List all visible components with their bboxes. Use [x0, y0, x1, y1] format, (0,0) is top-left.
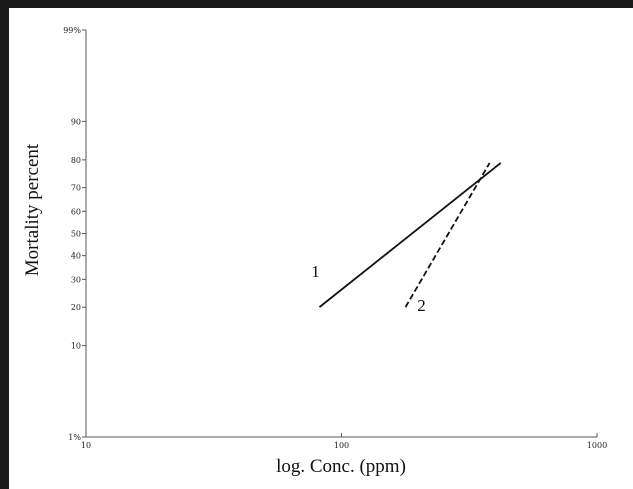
x-axis-title: log. Conc. (ppm) [276, 456, 406, 477]
y-tick-label: 40 [71, 252, 81, 261]
y-tick-label: 50 [71, 230, 81, 239]
y-tick-label: 60 [71, 207, 81, 216]
y-tick-label: 90 [71, 117, 81, 126]
series-lines: 12 [311, 162, 502, 315]
y-ticks: 1% 10 20 30 40 50 60 70 80 90 99% [63, 26, 86, 442]
y-tick-label: 70 [71, 184, 81, 193]
x-ticks: 10 100 1000 [81, 433, 607, 450]
x-tick-label: 1000 [587, 441, 607, 450]
series-label-1: 1 [311, 262, 320, 281]
series-line-1 [318, 162, 502, 308]
y-tick-label: 30 [71, 275, 81, 284]
y-tick-label: 10 [71, 342, 81, 351]
x-tick-label: 100 [334, 441, 349, 450]
y-tick-label: 80 [71, 156, 81, 165]
y-tick-label: 20 [71, 303, 81, 312]
y-tick-label: 99% [63, 26, 81, 35]
y-tick-label: 1% [68, 433, 81, 442]
x-tick-label: 10 [81, 441, 91, 450]
series-label-2: 2 [417, 296, 426, 315]
y-axis-title: Mortality percent [22, 143, 43, 276]
series-line-2 [404, 162, 491, 308]
